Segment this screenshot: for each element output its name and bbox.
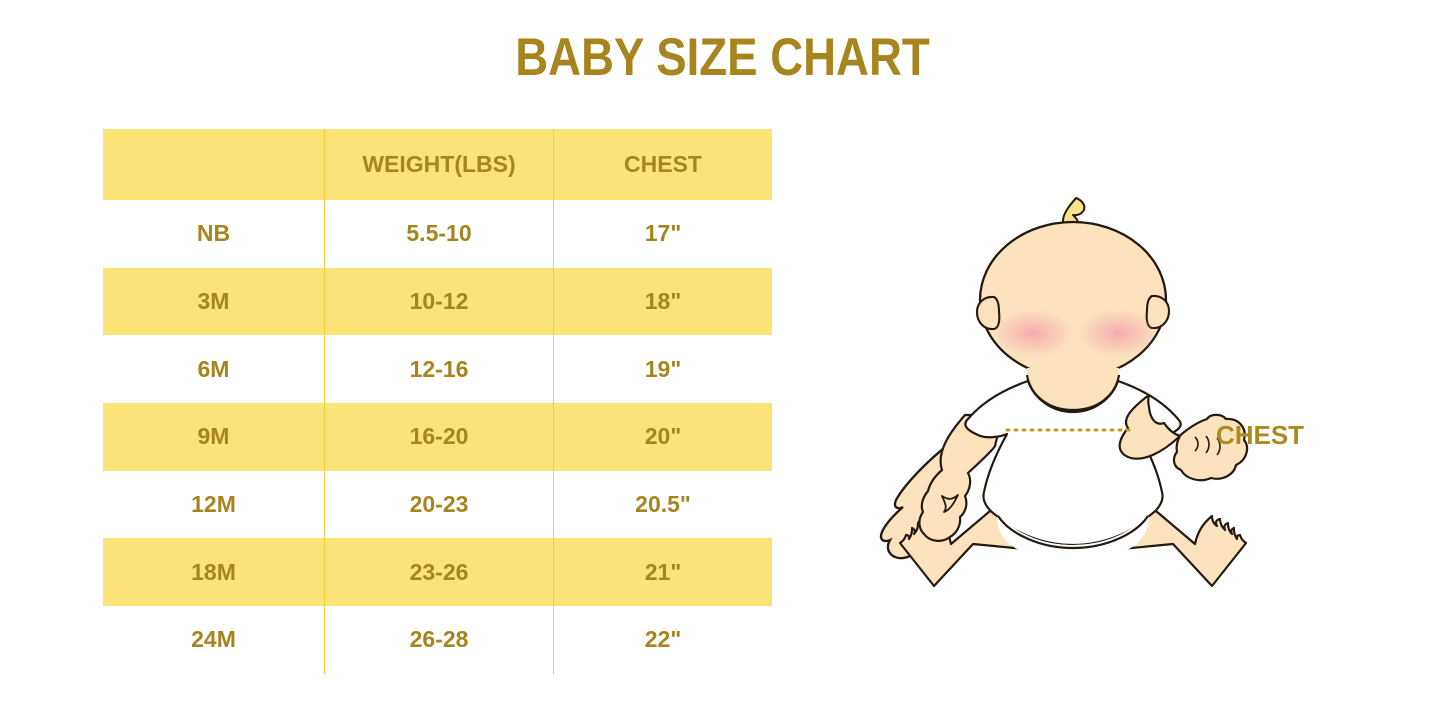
svg-text:CHEST: CHEST (1216, 420, 1304, 450)
